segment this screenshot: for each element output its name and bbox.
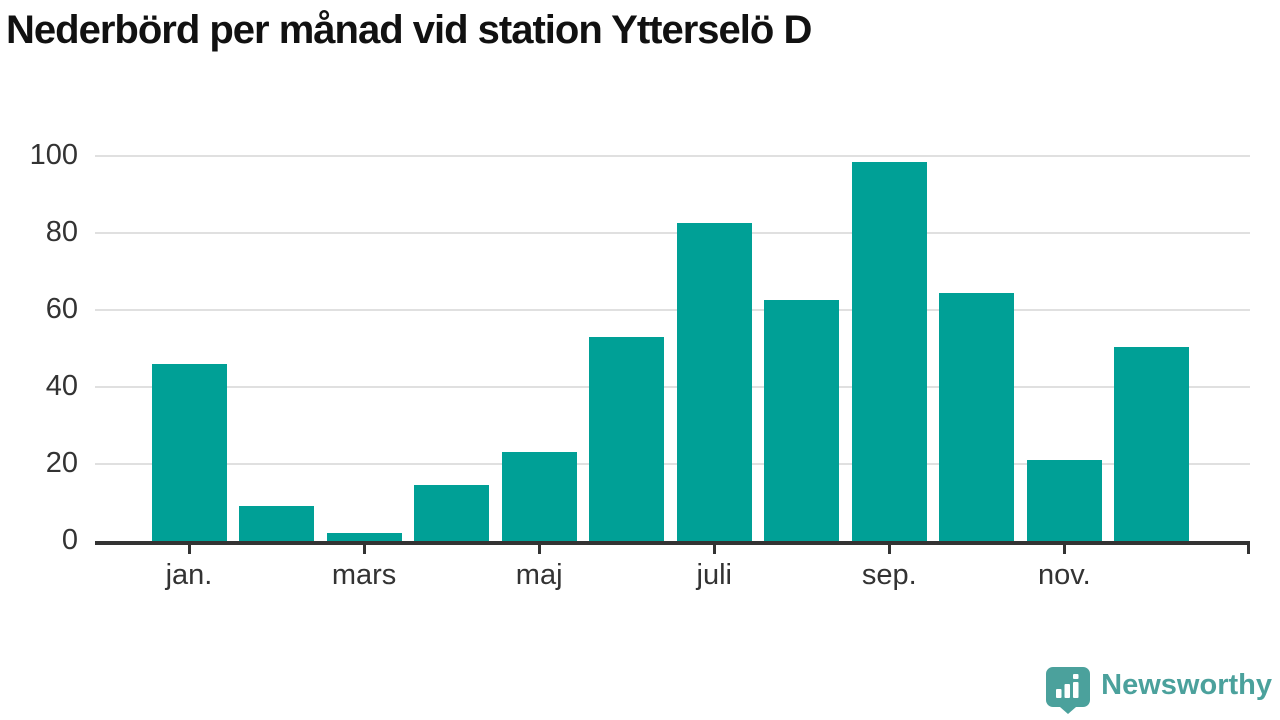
bar-nov. <box>1026 460 1102 541</box>
gridline-y-80 <box>95 232 1250 234</box>
bar-aug. <box>764 300 840 541</box>
x-tick <box>537 545 541 554</box>
x-tick <box>1062 545 1066 554</box>
chart-title: Nederbörd per månad vid station Yttersel… <box>6 8 812 52</box>
y-tick-label: 80 <box>45 216 78 248</box>
x-tick-label: maj <box>515 559 563 591</box>
bar-juli <box>676 223 752 541</box>
x-axis-line <box>95 541 1250 545</box>
x-axis-end-tick <box>1247 545 1250 554</box>
bar-feb. <box>239 506 315 541</box>
bar-okt. <box>939 292 1015 541</box>
x-tick-label: sep. <box>861 559 917 591</box>
newsworthy-logo-text: Newsworthy <box>1101 668 1272 701</box>
x-tick-label: mars <box>331 559 397 591</box>
bar-jan. <box>151 363 227 541</box>
x-tick-label: jan. <box>165 559 213 591</box>
gridline-y-40 <box>95 386 1250 388</box>
y-tick-label: 100 <box>29 139 78 171</box>
x-tick <box>712 545 716 554</box>
gridline-y-60 <box>95 309 1250 311</box>
bar-juni <box>589 336 665 541</box>
y-tick-label: 40 <box>45 370 78 402</box>
x-tick-label: nov. <box>1038 559 1091 591</box>
bar-mars <box>326 533 402 541</box>
bar-sep. <box>851 161 927 541</box>
brand-footer: Newsworthy <box>1043 664 1272 714</box>
bar-maj <box>501 452 577 541</box>
x-tick <box>362 545 366 554</box>
bar-dec. <box>1114 346 1190 541</box>
y-tick-label: 60 <box>45 293 78 325</box>
bar-chart-speech-bubble-icon <box>1046 667 1091 714</box>
x-tick <box>187 545 191 554</box>
y-tick-label: 20 <box>45 447 78 479</box>
bar-apr. <box>414 485 490 541</box>
gridline-y-100 <box>95 155 1250 157</box>
y-tick-label: 0 <box>61 524 78 556</box>
gridline-y-20 <box>95 463 1250 465</box>
x-tick-label: juli <box>696 559 732 591</box>
x-tick <box>887 545 891 554</box>
